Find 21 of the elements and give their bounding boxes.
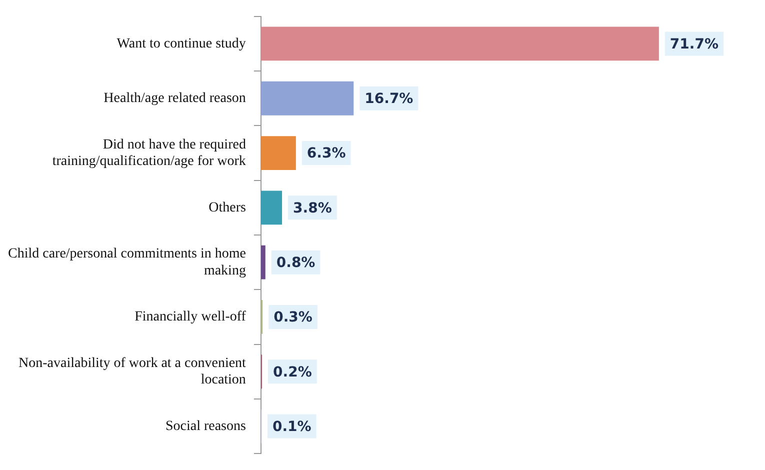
y-tick-label: Did not have the required training/qualification/age for work	[52, 137, 246, 170]
bar	[260, 136, 296, 170]
data-label: 0.8%	[276, 254, 316, 271]
data-label: 0.1%	[272, 418, 312, 435]
y-tick-label: Child care/personal commitments in home making	[8, 246, 246, 278]
y-tick-label: Health/age related reason	[104, 91, 246, 106]
data-label: 3.8%	[293, 200, 332, 216]
data-label: 0.2%	[273, 364, 312, 380]
data-label: 16.7%	[364, 91, 414, 108]
data-label: 71.7%	[670, 36, 719, 52]
bar	[260, 190, 282, 225]
bar	[260, 81, 354, 116]
data-label: 6.3%	[306, 146, 346, 162]
y-tick-label: Others	[208, 200, 246, 216]
y-tick-label: Financially well-off	[134, 310, 246, 325]
y-tick-label: Social reasons	[165, 418, 246, 434]
bar	[260, 245, 266, 280]
data-label: 0.3%	[274, 310, 312, 326]
y-tick-label: Non-availability of work at a convenient location	[18, 356, 246, 388]
y-tick-label: Want to continue study	[116, 36, 246, 52]
bar	[260, 26, 659, 61]
